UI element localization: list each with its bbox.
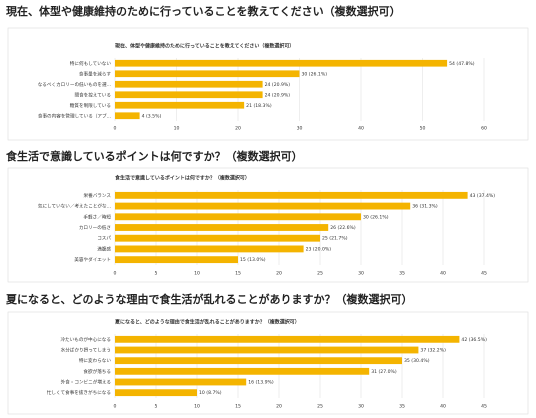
x-tick-label: 25 [317, 271, 323, 277]
category-label: 満腹感 [97, 245, 111, 252]
x-tick-label: 35 [399, 271, 405, 277]
category-label: 特に変わらない [79, 357, 112, 364]
x-tick-label: 15 [235, 271, 241, 277]
heading: 食生活で意識しているポイントは何ですか？（複数選択可） [6, 149, 303, 163]
value-label: 35 (30.4%) [404, 358, 430, 364]
category-label: カロリーの低さ [79, 224, 111, 231]
category-label: コスパ [97, 236, 111, 242]
category-label: 食事量を減らす [79, 70, 111, 77]
x-tick-label: 40 [440, 271, 446, 277]
value-label: 4 (3.5%) [142, 113, 162, 119]
x-tick-label: 40 [440, 404, 446, 410]
value-label: 21 (18.3%) [246, 103, 272, 109]
chart-frame [7, 27, 529, 141]
category-label: 水分ばかり摂ってしまう [61, 347, 111, 354]
bar [115, 256, 238, 264]
x-tick-label: 10 [194, 404, 200, 410]
x-tick-label: 0 [114, 126, 117, 132]
x-tick-label: 30 [358, 271, 364, 277]
bar [115, 245, 304, 253]
x-tick-label: 20 [276, 404, 282, 410]
x-tick-label: 30 [358, 404, 364, 410]
x-tick-label: 5 [155, 404, 158, 410]
value-label: 31 (27.0%) [371, 369, 397, 375]
category-label: 美容やダイエット [74, 256, 111, 263]
x-tick-label: 10 [194, 271, 200, 277]
bar [115, 213, 361, 221]
category-label: 手軽さ／時短 [83, 213, 111, 220]
heading: 現在、体型や健康維持のために行っていることを教えてください（複数選択可） [6, 4, 401, 18]
value-label: 30 (26.1%) [302, 71, 328, 77]
value-label: 30 (26.1%) [363, 214, 389, 220]
chart-subtitle: 現在、体型や健康維持のために行っていることを教えてください（複数選択可） [115, 43, 294, 50]
x-tick-label: 20 [276, 271, 282, 277]
category-label: 外食・コンビニが増える [61, 379, 111, 386]
category-label: 間食を控えている [74, 91, 111, 98]
category-label: 忙しくて食事を抜きがちになる [47, 389, 111, 396]
x-tick-label: 20 [235, 126, 241, 132]
category-label: なるべくカロリーの低いものを選... [38, 81, 111, 88]
chart-subtitle: 夏になると、どのような理由で食生活が乱れることがありますか？（複数選択可） [114, 319, 300, 326]
value-label: 42 (36.5%) [461, 337, 487, 343]
bar [115, 389, 197, 397]
x-tick-label: 45 [481, 404, 487, 410]
bar [115, 224, 329, 231]
bar [115, 234, 320, 242]
x-tick-label: 0 [114, 271, 117, 277]
value-label: 37 (32.2%) [420, 348, 446, 354]
category-label: 食欲が落ちる [83, 368, 111, 375]
bar [115, 70, 300, 78]
x-tick-label: 25 [317, 404, 323, 410]
x-tick-label: 0 [114, 404, 117, 410]
bar [115, 101, 245, 109]
value-label: 26 (22.6%) [330, 225, 356, 231]
category-label: 特に何もしていない [70, 60, 112, 67]
bar [115, 80, 263, 88]
category-label: 食事の内容を管理している（アプ... [38, 112, 111, 119]
value-label: 43 (37.4%) [470, 193, 496, 199]
x-tick-label: 30 [297, 126, 303, 132]
x-tick-label: 15 [235, 404, 241, 410]
x-tick-label: 60 [481, 126, 487, 132]
value-label: 36 (31.3%) [412, 204, 438, 210]
x-tick-label: 35 [399, 404, 405, 410]
category-label: 冷たいものが中心になる [60, 336, 111, 343]
bar [115, 91, 263, 99]
bar [115, 112, 140, 120]
category-label: 気にしていない／考えたことがな... [38, 203, 111, 210]
value-label: 15 (13.0%) [240, 257, 266, 263]
bar [115, 202, 411, 210]
x-tick-label: 45 [481, 271, 487, 277]
value-label: 16 (13.9%) [248, 380, 274, 386]
x-tick-label: 40 [358, 126, 364, 132]
value-label: 24 (20.9%) [265, 82, 291, 88]
value-label: 23 (20.0%) [306, 246, 332, 252]
x-tick-label: 5 [155, 271, 158, 277]
heading: 夏になると、どのような理由で食生活が乱れることがありますか？（複数選択可） [6, 292, 413, 306]
bar [115, 335, 460, 343]
value-label: 54 (47.8%) [449, 61, 475, 67]
bar [115, 59, 448, 67]
bar [115, 191, 468, 199]
bar [115, 346, 419, 354]
bar [115, 357, 402, 365]
bar [115, 378, 247, 386]
value-label: 25 (21.7%) [322, 236, 348, 242]
chart-subtitle: 食生活で意識しているポイントは何ですか？（複数選択可） [115, 175, 250, 182]
x-tick-label: 50 [420, 126, 426, 132]
value-label: 10 (8.7%) [199, 390, 222, 396]
category-label: 糖質を制限している [70, 102, 111, 109]
bar [115, 367, 370, 375]
category-label: 栄養バランス [84, 192, 112, 199]
x-tick-label: 10 [174, 126, 180, 132]
value-label: 24 (20.9%) [265, 92, 291, 98]
